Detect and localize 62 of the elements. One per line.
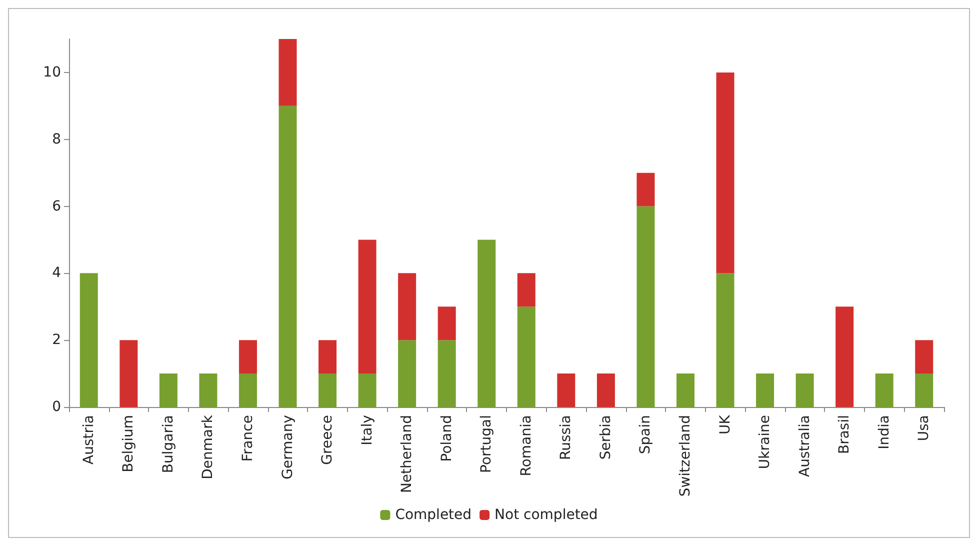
- x-tick-label: Poland: [438, 415, 455, 462]
- x-tick-label: Germany: [280, 415, 296, 480]
- bar: [517, 306, 536, 407]
- x-tick-label: Usa: [916, 415, 932, 442]
- bar: [636, 206, 655, 407]
- x-tick-label: India: [876, 415, 892, 450]
- bar: [318, 340, 337, 374]
- bar: [80, 273, 98, 407]
- bar: [398, 340, 416, 407]
- bar: [915, 340, 934, 374]
- bar: [238, 340, 257, 374]
- y-tick-label: 6: [52, 198, 62, 214]
- x-tick-label: Greece: [320, 415, 336, 465]
- bar: [716, 72, 734, 274]
- x-tick-label: Australia: [796, 415, 813, 477]
- bar: [120, 340, 138, 407]
- bar: [238, 374, 257, 407]
- bar: [557, 374, 576, 407]
- bar: [596, 374, 615, 407]
- x-tick-label: Netherland: [399, 415, 416, 494]
- bar: [358, 240, 376, 374]
- bar: [358, 374, 376, 407]
- legend-label: Completed: [395, 507, 472, 523]
- bar: [796, 374, 814, 407]
- x-tick-label: Austria: [80, 415, 97, 464]
- x-tick-label: Brasil: [836, 415, 853, 454]
- y-tick-label: 4: [52, 265, 62, 282]
- x-tick-label: France: [240, 415, 256, 462]
- x-tick-label: Ukraine: [757, 415, 774, 470]
- bar: [438, 340, 456, 407]
- x-tick-label: Russia: [558, 415, 574, 460]
- bar: [756, 374, 774, 407]
- bar: [636, 172, 655, 206]
- x-tick-label: UK: [717, 414, 734, 434]
- x-tick-label: Serbia: [598, 415, 614, 460]
- bar: [318, 374, 337, 407]
- bar: [199, 374, 218, 407]
- x-tick-label: Spain: [638, 415, 654, 454]
- bar: [517, 273, 536, 307]
- bar: [478, 240, 496, 407]
- bar: [159, 374, 178, 407]
- y-tick-label: 0: [52, 399, 61, 415]
- y-tick-label: 8: [52, 131, 61, 148]
- y-tick-label: 10: [43, 64, 61, 80]
- x-tick-label: Bulgaria: [160, 415, 176, 474]
- x-tick-label: Romania: [518, 415, 534, 476]
- bar: [438, 306, 456, 340]
- bar: [278, 39, 297, 106]
- x-tick-label: Italy: [359, 415, 376, 446]
- bar: [836, 306, 854, 407]
- x-tick-label: Portugal: [478, 415, 495, 473]
- x-tick-label: Belgium: [120, 415, 137, 472]
- y-tick-label: 2: [52, 332, 61, 348]
- bar: [716, 273, 734, 407]
- bar: [915, 374, 934, 407]
- x-tick-label: Switzerland: [677, 415, 694, 497]
- bar: [875, 374, 894, 407]
- bar: [676, 374, 694, 407]
- x-tick-label: Denmark: [200, 414, 216, 480]
- bar: [398, 273, 416, 340]
- bar: [278, 106, 297, 407]
- legend-label: Not completed: [494, 507, 598, 523]
